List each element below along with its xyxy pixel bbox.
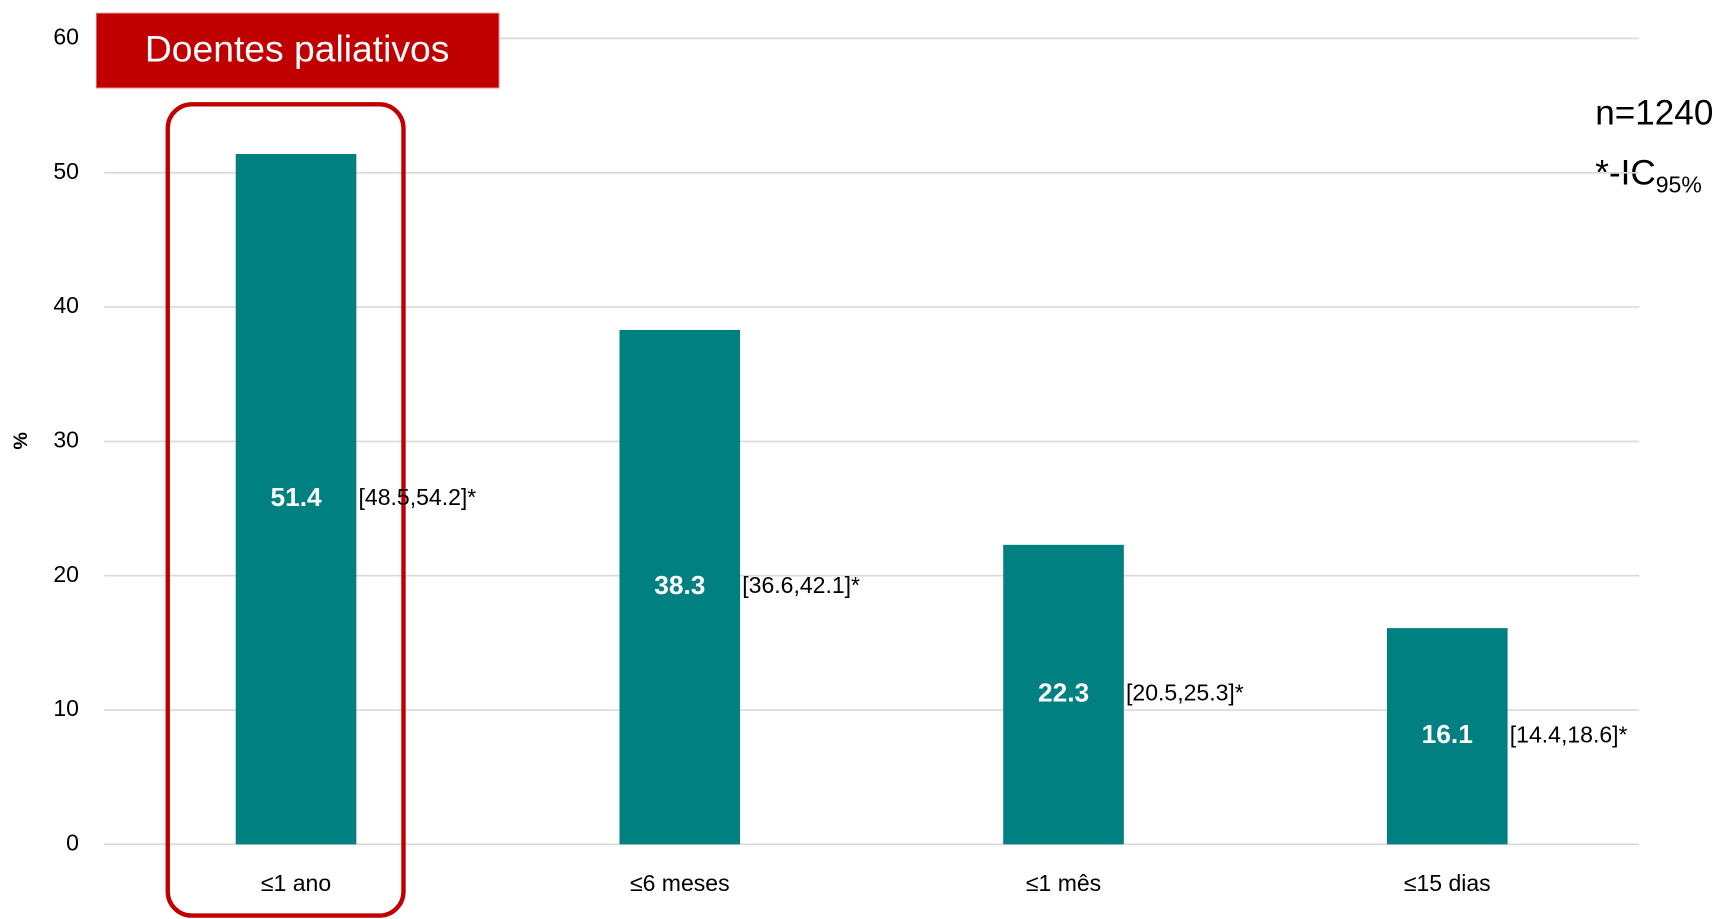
highlight-box	[165, 102, 406, 918]
bar	[1003, 544, 1124, 845]
value-label: 51.4	[270, 482, 322, 512]
bar	[619, 329, 741, 845]
y-tick-label: 10	[53, 695, 79, 721]
note-subscript: 95%	[1656, 172, 1702, 198]
x-tick-label: ≤15 dias	[1404, 870, 1491, 896]
y-tick-label: 0	[66, 829, 79, 855]
bar	[235, 153, 357, 845]
sample-size: n=1240	[1595, 93, 1713, 132]
interval-label: [20.5,25.3]*	[1126, 680, 1244, 706]
x-tick-label: ≤1 ano	[261, 870, 331, 896]
interval-label: [48.5,54.2]*	[359, 484, 477, 510]
bar	[1386, 628, 1508, 845]
x-tick-label: ≤6 meses	[630, 870, 730, 896]
interval-label: [14.4,18.6]*	[1510, 721, 1628, 747]
chart-title: Doentes paliativos	[145, 27, 450, 69]
y-tick-label: 60	[53, 24, 79, 50]
value-label: 38.3	[654, 570, 705, 600]
value-label: 22.3	[1038, 678, 1089, 708]
y-tick-label: 50	[53, 158, 79, 184]
y-tick-label: 40	[53, 292, 79, 318]
interval-label: [36.6,42.1]*	[742, 572, 860, 598]
title-box	[95, 12, 500, 89]
y-tick-label: 30	[53, 426, 79, 452]
x-tick-label: ≤1 mês	[1026, 870, 1101, 896]
y-axis-label: %	[10, 432, 32, 450]
value-label: 16.1	[1422, 719, 1473, 749]
y-tick-label: 20	[53, 561, 79, 587]
